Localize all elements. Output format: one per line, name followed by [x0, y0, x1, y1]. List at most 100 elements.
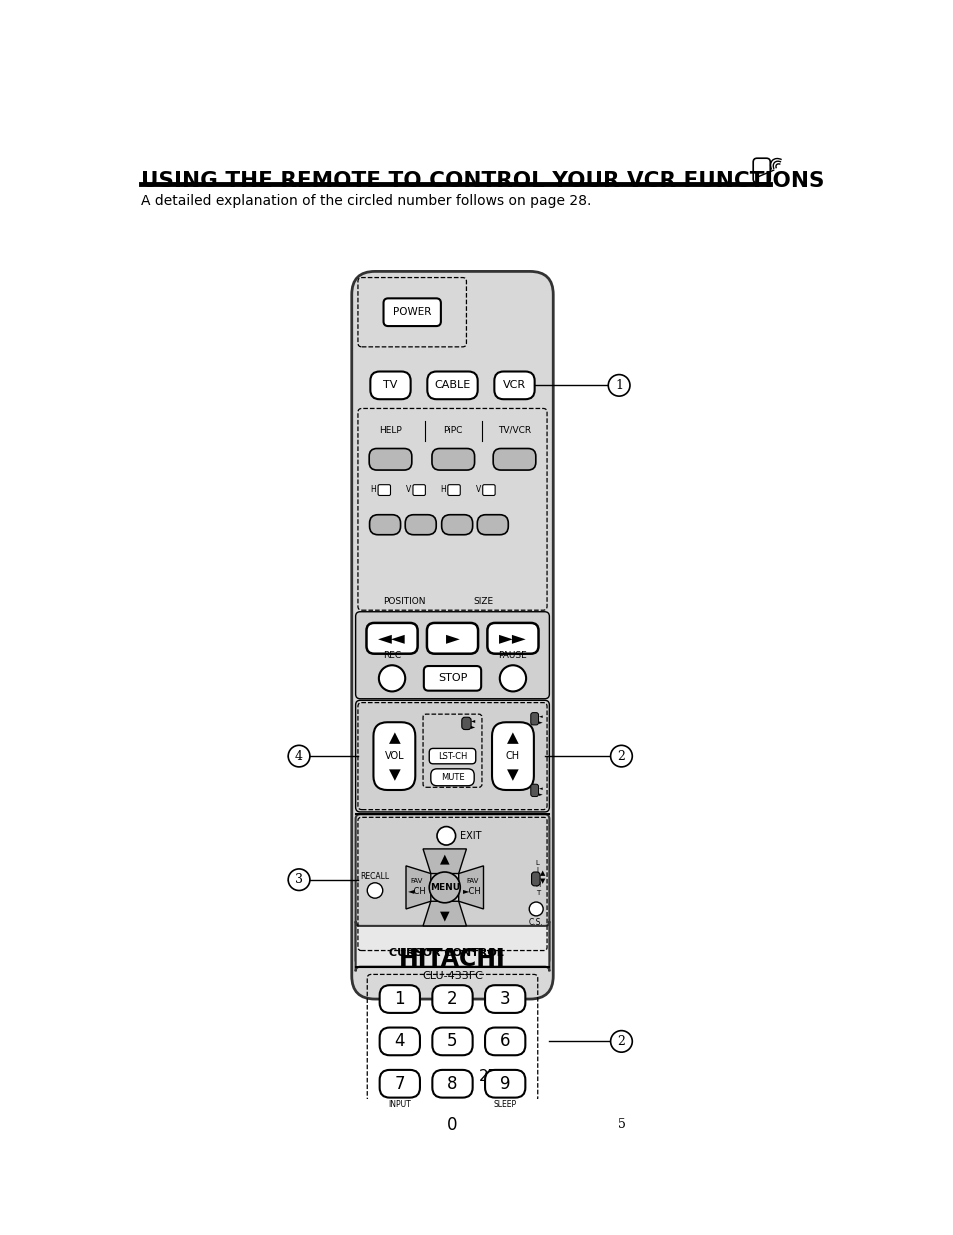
Text: USING THE REMOTE TO CONTROL YOUR VCR FUNCTIONS: USING THE REMOTE TO CONTROL YOUR VCR FUN… — [141, 172, 823, 191]
FancyBboxPatch shape — [432, 448, 474, 471]
Circle shape — [608, 374, 629, 396]
Text: PiPC: PiPC — [443, 426, 462, 435]
Text: ▼: ▼ — [439, 909, 449, 923]
Text: POWER: POWER — [393, 308, 431, 317]
Text: ▲: ▲ — [507, 730, 518, 745]
FancyBboxPatch shape — [531, 872, 539, 885]
Text: H: H — [370, 485, 375, 494]
Text: CURSOR CONTROL: CURSOR CONTROL — [389, 948, 503, 958]
Circle shape — [610, 1114, 632, 1135]
FancyBboxPatch shape — [461, 718, 471, 730]
FancyBboxPatch shape — [413, 484, 425, 495]
FancyBboxPatch shape — [530, 713, 537, 725]
Text: 0: 0 — [447, 1115, 457, 1134]
Text: 4: 4 — [294, 750, 303, 763]
Text: ►: ► — [445, 630, 459, 647]
FancyBboxPatch shape — [434, 1110, 471, 1137]
Text: 6: 6 — [499, 1032, 510, 1051]
FancyBboxPatch shape — [492, 722, 534, 790]
Text: ▼: ▼ — [507, 767, 518, 782]
Text: 2: 2 — [447, 990, 457, 1008]
Text: FAV: FAV — [410, 878, 422, 884]
Circle shape — [499, 666, 525, 692]
Text: 5: 5 — [617, 1118, 625, 1131]
Circle shape — [436, 826, 456, 845]
FancyBboxPatch shape — [369, 515, 400, 535]
Text: ▲: ▲ — [539, 871, 545, 877]
FancyBboxPatch shape — [379, 1070, 419, 1098]
Text: TV: TV — [383, 380, 397, 390]
FancyBboxPatch shape — [427, 622, 477, 653]
FancyBboxPatch shape — [429, 748, 476, 763]
Text: SIZE: SIZE — [473, 597, 493, 605]
Text: 9: 9 — [499, 1074, 510, 1093]
Circle shape — [378, 666, 405, 692]
Text: EXIT: EXIT — [459, 831, 481, 841]
Text: INPUT: INPUT — [388, 1100, 411, 1109]
Polygon shape — [406, 866, 431, 909]
Text: VOL: VOL — [384, 751, 404, 761]
Circle shape — [493, 1113, 517, 1137]
FancyBboxPatch shape — [369, 448, 412, 471]
FancyBboxPatch shape — [431, 769, 474, 785]
FancyBboxPatch shape — [447, 484, 459, 495]
Text: V: V — [405, 485, 411, 494]
Text: PAUSE: PAUSE — [498, 651, 527, 659]
Text: C.S.: C.S. — [528, 918, 543, 926]
Polygon shape — [422, 848, 466, 873]
Text: HELP: HELP — [378, 426, 401, 435]
Text: 7: 7 — [395, 1074, 405, 1093]
FancyBboxPatch shape — [487, 622, 537, 653]
Text: 27: 27 — [478, 1068, 498, 1083]
Text: MUTE: MUTE — [440, 773, 464, 782]
Text: ◄◄: ◄◄ — [377, 630, 405, 647]
Polygon shape — [458, 866, 483, 909]
FancyBboxPatch shape — [355, 814, 549, 965]
FancyBboxPatch shape — [427, 372, 477, 399]
Circle shape — [610, 1031, 632, 1052]
FancyBboxPatch shape — [530, 784, 537, 797]
Text: CABLE: CABLE — [434, 380, 470, 390]
FancyBboxPatch shape — [432, 986, 472, 1013]
Text: 5: 5 — [447, 1032, 457, 1051]
Text: VCR: VCR — [502, 380, 525, 390]
Text: RECALL: RECALL — [360, 872, 389, 881]
Text: POSITION: POSITION — [383, 597, 425, 605]
FancyBboxPatch shape — [405, 515, 436, 535]
Text: CH: CH — [505, 751, 519, 761]
Circle shape — [288, 869, 310, 890]
FancyBboxPatch shape — [484, 986, 525, 1013]
FancyBboxPatch shape — [493, 448, 536, 471]
Circle shape — [387, 1113, 412, 1137]
FancyBboxPatch shape — [377, 484, 390, 495]
Text: ►CH: ►CH — [463, 887, 481, 895]
Circle shape — [367, 883, 382, 898]
Text: L
I
G
H
T: L I G H T — [535, 860, 539, 895]
Text: 1: 1 — [395, 990, 405, 1008]
Text: 3: 3 — [294, 873, 303, 887]
Text: TV/VCR: TV/VCR — [497, 426, 531, 435]
Text: STOP: STOP — [437, 673, 467, 683]
Text: ◄
►: ◄ ► — [537, 785, 541, 797]
Text: 1: 1 — [615, 379, 622, 391]
Text: V: V — [475, 485, 480, 494]
Text: REC: REC — [382, 651, 400, 659]
Text: ▼: ▼ — [539, 878, 545, 884]
FancyBboxPatch shape — [484, 1028, 525, 1055]
FancyBboxPatch shape — [379, 986, 419, 1013]
FancyBboxPatch shape — [432, 1028, 472, 1055]
Text: ◄
►: ◄ ► — [537, 714, 541, 725]
FancyBboxPatch shape — [370, 372, 410, 399]
Text: LST-CH: LST-CH — [437, 752, 467, 761]
Circle shape — [529, 902, 542, 916]
Text: ►►: ►► — [498, 630, 526, 647]
Text: 8: 8 — [447, 1074, 457, 1093]
Circle shape — [288, 746, 310, 767]
FancyBboxPatch shape — [355, 921, 549, 972]
Text: H: H — [440, 485, 446, 494]
FancyBboxPatch shape — [441, 515, 472, 535]
FancyBboxPatch shape — [383, 299, 440, 326]
FancyBboxPatch shape — [352, 272, 553, 999]
Text: 3: 3 — [499, 990, 510, 1008]
FancyBboxPatch shape — [355, 611, 549, 699]
